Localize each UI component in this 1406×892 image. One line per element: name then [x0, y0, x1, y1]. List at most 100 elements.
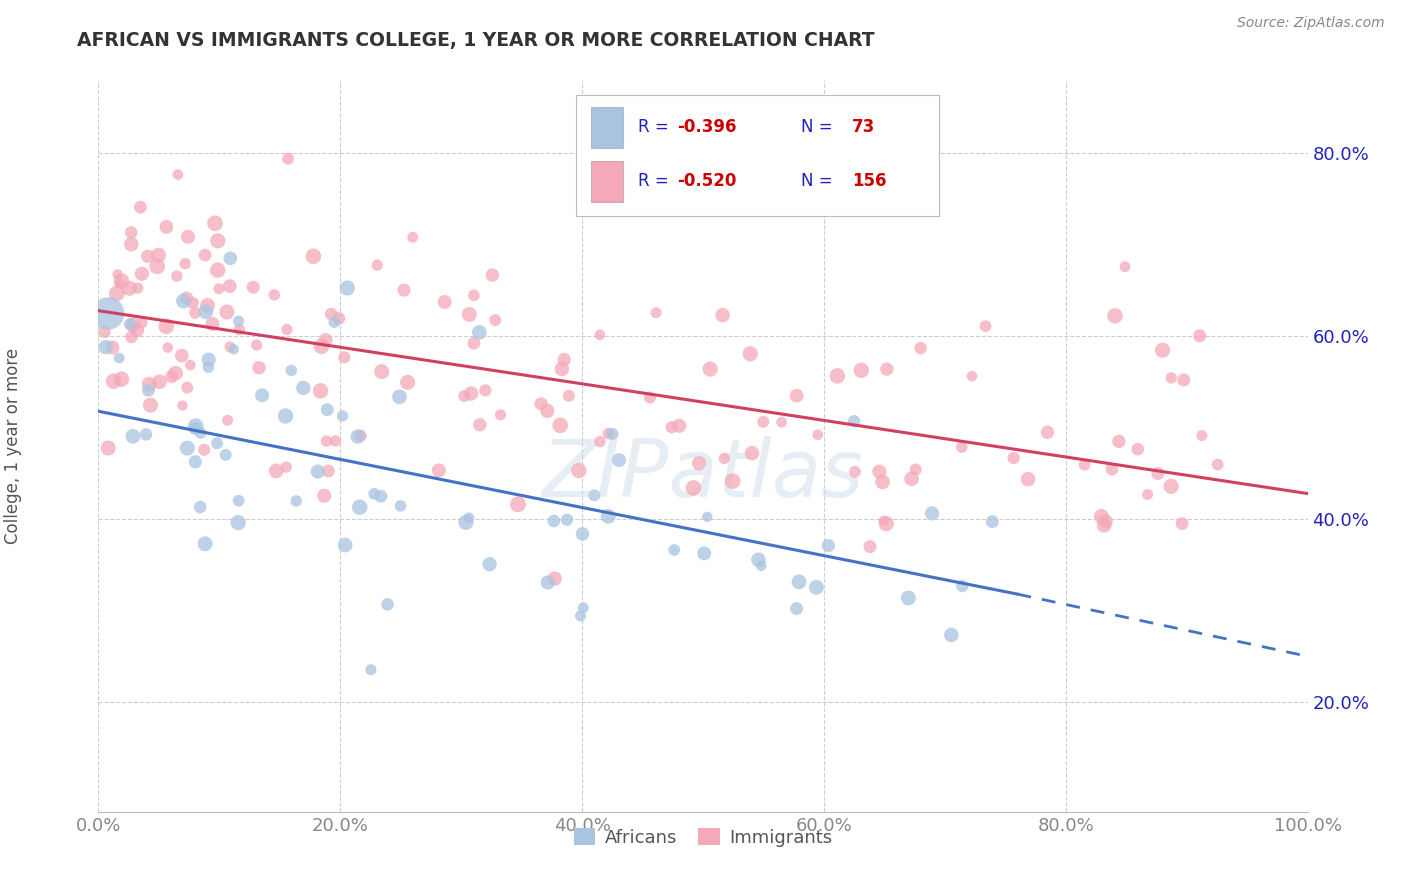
Point — [264, 464, 287, 478]
Point — [166, 269, 188, 284]
Point — [131, 316, 153, 330]
Point — [598, 426, 620, 441]
Point — [97, 441, 120, 455]
Point — [693, 546, 716, 560]
Point — [1206, 458, 1229, 472]
Point — [553, 352, 575, 367]
Point — [215, 448, 238, 462]
Point — [551, 362, 574, 376]
Point — [107, 268, 129, 282]
Point — [193, 442, 215, 457]
Point — [688, 456, 710, 470]
Point — [172, 294, 194, 309]
Point — [1108, 434, 1130, 449]
Point — [321, 307, 343, 321]
Point — [311, 339, 333, 353]
Point — [1090, 509, 1112, 524]
Point — [1173, 373, 1195, 387]
Point — [176, 441, 198, 455]
Point — [228, 322, 250, 336]
Point — [458, 307, 481, 321]
Point — [177, 229, 200, 244]
Point — [280, 363, 302, 377]
Point — [125, 323, 148, 337]
Point — [457, 511, 479, 525]
Point — [323, 315, 346, 329]
Point — [638, 391, 661, 405]
Point — [167, 168, 190, 182]
Point — [468, 326, 491, 340]
Point — [1017, 472, 1039, 486]
Point — [873, 514, 896, 528]
Point — [325, 434, 347, 448]
Point — [332, 409, 354, 423]
Point — [247, 360, 270, 375]
Point — [349, 428, 371, 442]
Point — [661, 420, 683, 434]
Point — [370, 489, 392, 503]
Point — [363, 487, 385, 501]
Point — [170, 349, 193, 363]
Point — [93, 325, 115, 339]
Legend: Africans, Immigrants: Africans, Immigrants — [567, 821, 839, 854]
Point — [752, 415, 775, 429]
Point — [138, 377, 160, 392]
Point — [454, 516, 477, 530]
Point — [315, 434, 337, 448]
Point — [1160, 479, 1182, 493]
Point — [645, 306, 668, 320]
Point — [481, 268, 503, 282]
Point — [974, 319, 997, 334]
Point — [1160, 371, 1182, 385]
Point — [204, 216, 226, 230]
Point — [583, 488, 606, 502]
Point — [950, 440, 973, 454]
Point — [682, 481, 704, 495]
Point — [228, 314, 250, 328]
Point — [138, 384, 160, 398]
Point — [135, 427, 157, 442]
Point — [314, 489, 336, 503]
Point — [94, 340, 117, 354]
Point — [366, 258, 388, 272]
Point — [921, 507, 943, 521]
Point — [184, 419, 207, 434]
Point — [1152, 343, 1174, 358]
Point — [904, 462, 927, 476]
Point — [131, 267, 153, 281]
Point — [859, 540, 882, 554]
Point — [318, 464, 340, 478]
Point — [433, 295, 456, 310]
Point — [1126, 442, 1149, 457]
Point — [121, 330, 143, 344]
Point — [960, 369, 983, 384]
Point — [550, 418, 572, 433]
Point — [392, 283, 415, 297]
Point — [336, 281, 359, 295]
Point — [817, 539, 839, 553]
Point — [396, 376, 419, 390]
Point — [478, 558, 501, 572]
Point — [389, 499, 412, 513]
Point — [402, 230, 425, 244]
Point — [194, 304, 217, 318]
Point — [246, 338, 269, 352]
Point — [786, 601, 808, 615]
Point — [165, 366, 187, 380]
Point — [1114, 260, 1136, 274]
Point — [215, 305, 238, 319]
Point — [1101, 462, 1123, 476]
Point — [569, 608, 592, 623]
Point — [127, 281, 149, 295]
Point — [740, 347, 762, 361]
Point — [148, 248, 170, 262]
Text: Source: ZipAtlas.com: Source: ZipAtlas.com — [1237, 16, 1385, 30]
Point — [276, 460, 298, 475]
Point — [607, 453, 630, 467]
Point — [474, 384, 496, 398]
Point — [122, 318, 145, 332]
Point — [851, 363, 873, 377]
Point — [101, 341, 124, 355]
Point — [155, 319, 177, 334]
Y-axis label: College, 1 year or more: College, 1 year or more — [4, 348, 22, 544]
